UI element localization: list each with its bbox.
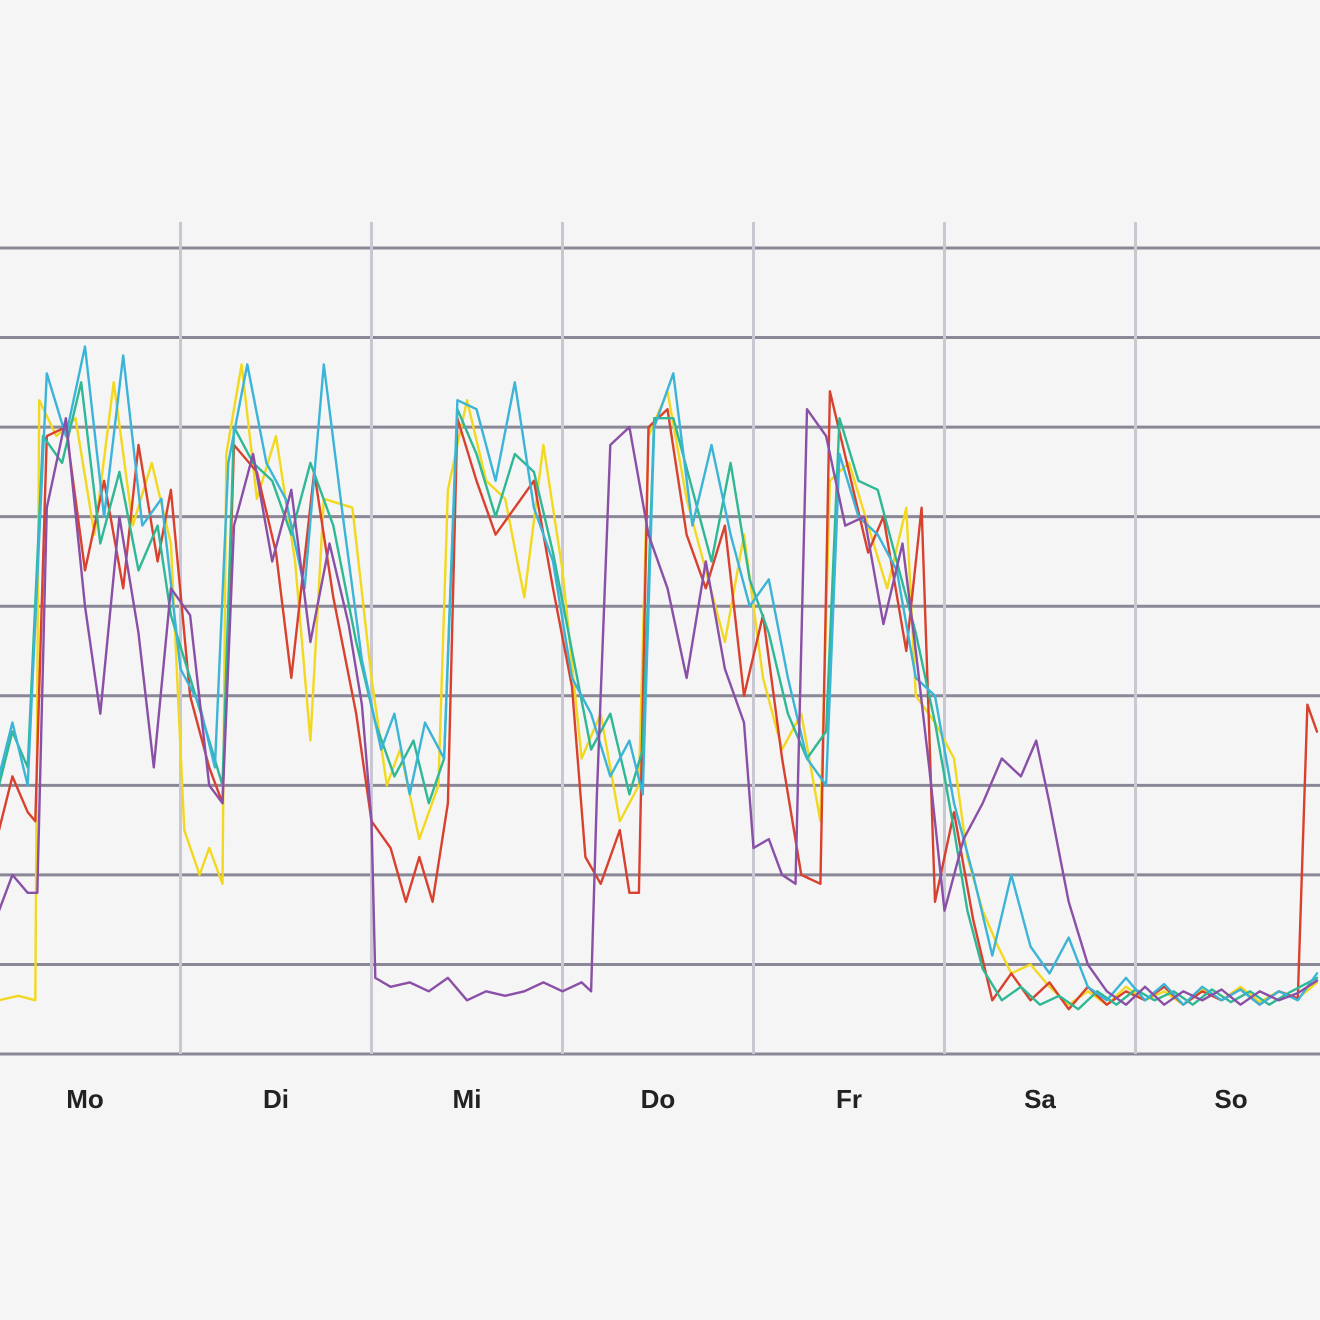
x-tick-label-so: So [1214, 1084, 1247, 1114]
series-line-4 [0, 345, 1319, 1006]
series-line-5 [0, 408, 1319, 1006]
x-tick-label-mi: Mi [453, 1084, 482, 1114]
x-tick-label-di: Di [263, 1084, 289, 1114]
x-tick-label-do: Do [641, 1084, 676, 1114]
chart-series [0, 345, 1319, 1011]
x-tick-label-fr: Fr [836, 1084, 862, 1114]
x-tick-label-mo: Mo [66, 1084, 104, 1114]
x-tick-label-sa: Sa [1024, 1084, 1056, 1114]
chart-grid [0, 222, 1320, 1056]
x-axis-labels: Mo Di Mi Do Fr Sa So [66, 1084, 1247, 1114]
